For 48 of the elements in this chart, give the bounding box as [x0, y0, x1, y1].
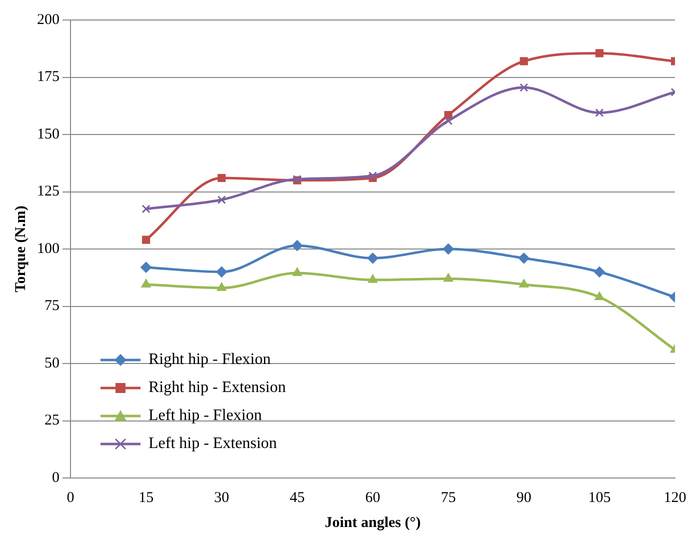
point: [142, 236, 150, 244]
point: [518, 252, 530, 264]
y-tick-label: 25: [44, 412, 60, 429]
point: [292, 268, 302, 276]
y-tick-label: 175: [37, 69, 60, 86]
y-tick-label: 150: [37, 126, 60, 142]
y-tick-label: 100: [37, 240, 60, 257]
y-tick-label: 125: [37, 184, 60, 200]
x-tick-label: 15: [138, 490, 154, 506]
point: [519, 278, 529, 288]
point: [216, 266, 228, 278]
x-tick-label: 90: [516, 490, 532, 506]
point: [444, 116, 453, 126]
x-tick-label: 120: [664, 490, 686, 506]
y-axis-title: Torque (N.m): [12, 206, 29, 292]
legend-label: Left hip - Flexion: [148, 407, 262, 424]
point: [594, 266, 605, 278]
x-axis-title: Joint angles (°): [324, 514, 421, 531]
point: [594, 292, 604, 300]
x-tick-label: 0: [66, 490, 74, 506]
x-tick-label: 30: [214, 490, 230, 506]
y-tick-label: 50: [44, 355, 60, 372]
y-tick-label: 75: [44, 298, 60, 314]
x-tick-label: 75: [440, 490, 456, 506]
point: [292, 240, 303, 252]
point: [368, 274, 378, 283]
point: [217, 195, 226, 204]
legend-label: Right hip - Flexion: [148, 351, 271, 368]
legend-label: Right hip - Extension: [148, 379, 286, 396]
point: [142, 204, 150, 214]
point: [595, 49, 604, 58]
y-tick-label: 200: [37, 12, 60, 28]
point: [520, 83, 528, 92]
point: [595, 108, 604, 118]
point: [442, 244, 454, 254]
point: [140, 262, 152, 273]
point: [216, 282, 226, 291]
x-tick-label: 60: [365, 490, 380, 506]
legend-label: Left hip - Extension: [148, 435, 277, 452]
point: [218, 174, 226, 182]
x-tick-label: 45: [290, 490, 305, 506]
point: [443, 273, 454, 282]
point: [141, 278, 151, 288]
point: [520, 57, 528, 66]
point: [367, 252, 378, 264]
point: [368, 171, 378, 180]
y-tick-label: 0: [52, 470, 60, 486]
x-tick-label: 105: [588, 490, 611, 506]
